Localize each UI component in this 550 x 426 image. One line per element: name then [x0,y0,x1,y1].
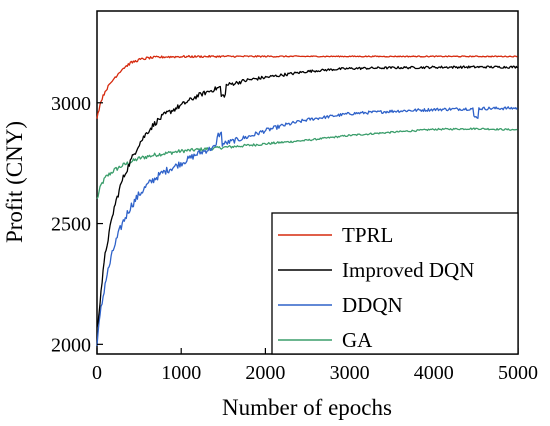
legend-box [271,212,519,355]
legend-entry-tprl: TPRL [342,223,393,247]
x-tick-label: 4000 [414,362,454,384]
y-tick-label: 2500 [51,214,91,236]
x-tick-label: 1000 [161,362,201,384]
tick-layer: 0 1000 2000 3000 4000 5000 2000 2500 3000 [51,93,538,384]
series-line-tprl [96,54,518,119]
y-tick-label: 2000 [51,334,91,356]
x-tick-label: 2000 [245,362,285,384]
y-tick-label: 3000 [51,93,91,115]
x-tick-label: 0 [92,362,102,384]
series-line-improved-dqn [96,65,518,328]
y-axis-title: Profit (CNY) [2,121,27,243]
x-axis-title: Number of epochs [222,395,392,420]
legend: TPRL Improved DQN DDQN GA [271,212,519,355]
x-tick-label: 5000 [498,362,538,384]
series-line-ddqn [96,106,518,347]
legend-entry-ddqn: DDQN [342,293,403,317]
x-tick-label: 3000 [330,362,370,384]
series-line-ga [96,127,518,200]
legend-entry-ga: GA [342,328,373,352]
series-layer [96,54,518,347]
legend-entry-improved-dqn: Improved DQN [342,258,474,282]
